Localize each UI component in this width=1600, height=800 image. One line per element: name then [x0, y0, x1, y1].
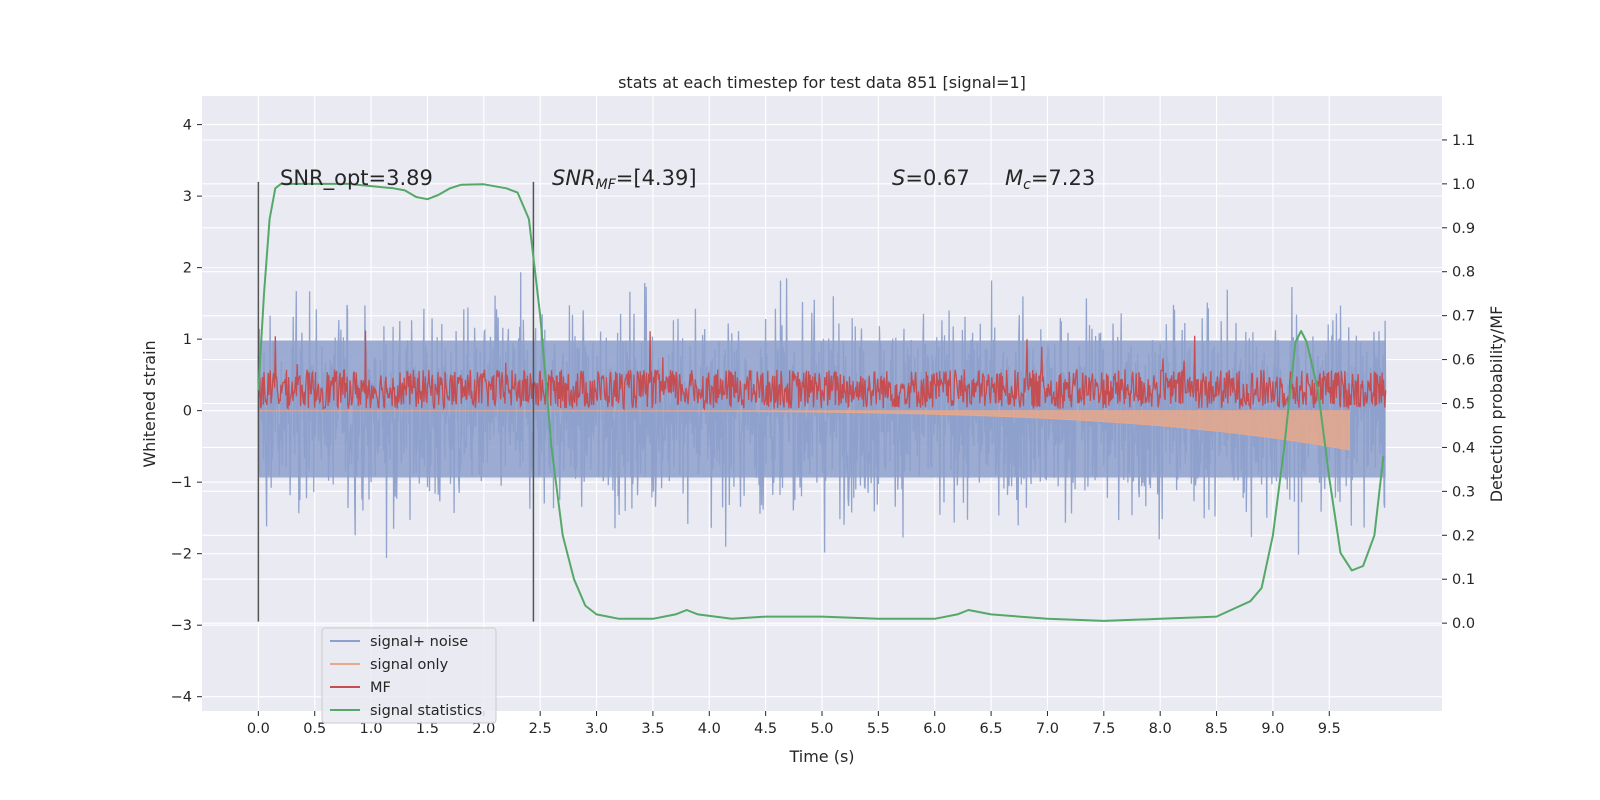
y-right-tick-label: 0.9 [1452, 221, 1475, 237]
legend-label-stat: signal statistics [370, 703, 482, 719]
annotation-snr-mf-label: SNR [552, 166, 596, 190]
y-right-tick-label: 0.2 [1452, 528, 1475, 544]
x-tick-label: 3.5 [641, 721, 664, 737]
x-tick-label: 1.5 [416, 721, 439, 737]
x-tick-label: 0.0 [247, 721, 270, 737]
x-tick-label: 2.5 [529, 721, 552, 737]
x-tick-label: 5.5 [867, 721, 890, 737]
mf-line [257, 330, 1387, 411]
legend-box [321, 627, 497, 724]
annotation-snr-opt: SNR_opt=3.89 [280, 166, 433, 191]
x-tick-label: 7.5 [1092, 721, 1115, 737]
x-tick-label: 6.0 [923, 721, 946, 737]
y-tick-label: −1 [171, 475, 192, 491]
annotation-mc-label: M [1005, 166, 1023, 190]
x-tick-label: 0.5 [303, 721, 326, 737]
y-tick-label: −2 [171, 547, 192, 563]
y-right-tick-label: 0.5 [1452, 397, 1475, 413]
x-tick-label: 1.0 [360, 721, 383, 737]
signal-statistics-series [257, 182, 1385, 622]
annotation-snr-mf-value: =[4.39] [616, 166, 697, 190]
signal-statistics-line [257, 182, 1385, 622]
y-tick-label: 3 [183, 189, 192, 205]
annotation-mc: Mc=7.23 [1005, 166, 1095, 193]
y-right-tick-label: 0.4 [1452, 440, 1475, 456]
x-tick-label: 9.0 [1261, 721, 1284, 737]
x-tick-label: 9.5 [1318, 721, 1341, 737]
y-right-tick-label: 0.1 [1452, 572, 1475, 588]
axis-ticks: 0.0 0.5 1.0 1.5 2.0 2.5 3.0 3.5 4.0 4.5 5.0 5.5 6.0 6… [171, 118, 1475, 737]
x-tick-label: 4.0 [698, 721, 721, 737]
noise-series [257, 272, 1387, 559]
mf-series [257, 330, 1387, 411]
y-right-tick-label: 0.3 [1452, 484, 1475, 500]
annotation-mc-sub: c [1023, 177, 1031, 193]
annotation-s: S=0.67 [892, 166, 970, 190]
y-tick-label: 2 [183, 261, 192, 277]
x-tick-label: 8.5 [1205, 721, 1228, 737]
annotation-snr-mf-sub: MF [596, 177, 617, 193]
x-tick-label: 6.5 [980, 721, 1003, 737]
annotation-mc-value: =7.23 [1031, 166, 1095, 190]
chart-title: stats at each timestep for test data 851… [618, 73, 1026, 92]
y-right-tick-label: 0.0 [1452, 616, 1475, 632]
y-tick-label: −4 [171, 690, 192, 706]
y-tick-label: 0 [183, 404, 192, 420]
y-right-tick-label: 1.1 [1452, 133, 1475, 149]
x-tick-label: 2.0 [472, 721, 495, 737]
annotation-snr-mf: SNRMF=[4.39] [552, 166, 697, 193]
annotation-s-label: S [892, 166, 905, 190]
legend-label-mf: MF [370, 680, 391, 696]
x-tick-label: 8.0 [1149, 721, 1172, 737]
signal-only-series [258, 410, 1351, 451]
noise-core-band [258, 340, 1386, 478]
x-tick-label: 4.5 [754, 721, 777, 737]
annotations: SNR_opt=3.89 SNRMF=[4.39] S=0.67 Mc=7.23 [280, 166, 1095, 193]
x-axis-label: Time (s) [788, 747, 854, 766]
annotation-s-value: =0.67 [905, 166, 969, 190]
legend: signal+ noise signal only MF signal stat… [321, 627, 497, 724]
y-right-tick-label: 0.8 [1452, 265, 1475, 281]
y-right-tick-label: 1.0 [1452, 177, 1475, 193]
x-tick-label: 3.0 [585, 721, 608, 737]
y-tick-label: 4 [183, 118, 192, 134]
y-right-tick-label: 0.7 [1452, 309, 1475, 325]
signal-only-area [258, 410, 1351, 451]
y-tick-label: −3 [171, 618, 192, 634]
y-axis-right-label: Detection probability/MF [1487, 306, 1506, 503]
legend-label-signal: signal only [370, 657, 449, 673]
y-axis-label: Whitened strain [140, 340, 159, 467]
legend-label-noise: signal+ noise [370, 634, 468, 650]
y-right-tick-label: 0.6 [1452, 353, 1475, 369]
x-tick-label: 5.0 [810, 721, 833, 737]
y-tick-label: 1 [183, 332, 192, 348]
x-tick-label: 7.0 [1036, 721, 1059, 737]
